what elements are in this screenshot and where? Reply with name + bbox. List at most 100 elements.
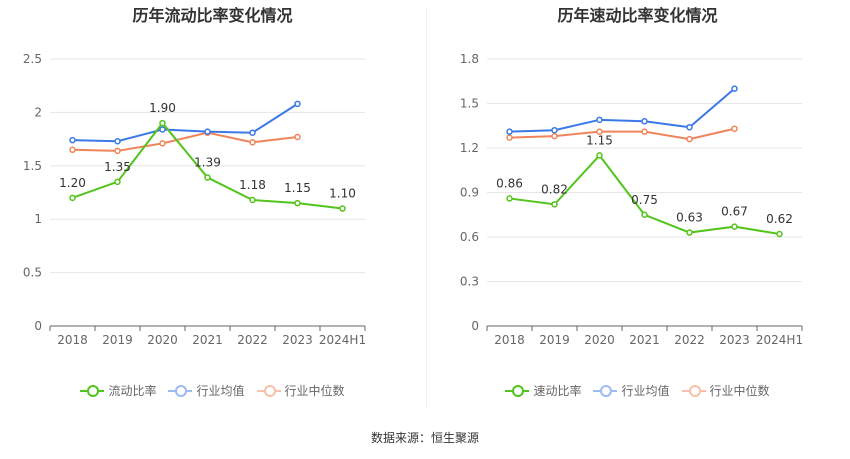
data-point bbox=[204, 174, 211, 181]
legend-label: 流动比率 bbox=[108, 384, 157, 398]
y-tick-label: 2 bbox=[34, 105, 42, 119]
series-line bbox=[509, 127, 735, 141]
data-point bbox=[506, 128, 513, 135]
y-tick-label: 1.5 bbox=[23, 159, 42, 173]
x-tick-label: 2024H1 bbox=[319, 333, 366, 347]
data-point bbox=[69, 146, 76, 154]
x-tick-label: 2022 bbox=[237, 333, 268, 347]
x-tick-label: 2020 bbox=[584, 333, 615, 347]
chart-title: 历年流动比率变化情况 bbox=[132, 6, 293, 25]
data-label: 1.20 bbox=[59, 176, 86, 190]
data-point bbox=[641, 211, 648, 218]
data-point bbox=[159, 126, 166, 133]
series-line bbox=[72, 131, 298, 152]
legend: 流动比率 行业均值 行业中位数 bbox=[0, 382, 425, 399]
y-tick-label: 0 bbox=[34, 319, 42, 333]
data-point bbox=[596, 128, 603, 135]
data-point bbox=[686, 123, 693, 131]
data-point bbox=[506, 195, 513, 202]
data-label: 1.15 bbox=[284, 181, 311, 195]
data-point bbox=[551, 132, 558, 140]
data-point bbox=[159, 140, 166, 147]
legend-item[interactable]: 行业中位数 bbox=[256, 382, 345, 399]
data-point bbox=[776, 230, 783, 238]
data-point bbox=[731, 125, 738, 132]
data-point bbox=[596, 152, 603, 159]
y-tick-label: 0 bbox=[471, 319, 479, 333]
legend-item[interactable]: 流动比率 bbox=[80, 382, 156, 399]
x-tick-label: 2018 bbox=[57, 333, 88, 347]
panel-divider bbox=[426, 8, 427, 408]
data-label: 1.15 bbox=[586, 133, 613, 147]
current-ratio-chart: 0 0.5 1 1.5 2 2.5 2018 2019 2020 2021 2022 2023 2024… bbox=[23, 52, 366, 347]
data-label: 1.10 bbox=[329, 187, 356, 201]
data-point bbox=[596, 116, 603, 124]
data-point bbox=[551, 126, 558, 134]
legend: 速动比率 行业均值 行业中位数 bbox=[425, 382, 850, 399]
data-point bbox=[506, 134, 513, 141]
data-point bbox=[641, 118, 648, 125]
x-tick-label: 2024H1 bbox=[756, 333, 803, 347]
x-tick-label: 2019 bbox=[102, 333, 133, 347]
y-tick-label: 0.3 bbox=[460, 275, 479, 289]
legend-marker-icon bbox=[505, 384, 530, 398]
data-label: 0.62 bbox=[766, 212, 793, 226]
data-point bbox=[294, 199, 301, 207]
legend-marker-icon bbox=[80, 384, 105, 398]
data-label: 1.35 bbox=[104, 160, 131, 174]
quick-ratio-panel: 历年速动比率变化情况 0 0.3 0.6 0.9 1.2 1.5 1.8 2018 2019 20… bbox=[425, 0, 850, 420]
legend-item[interactable]: 行业均值 bbox=[593, 382, 670, 399]
data-label: 0.86 bbox=[496, 176, 523, 190]
data-point bbox=[249, 139, 256, 146]
x-tick-label: 2023 bbox=[719, 333, 750, 347]
x-tick-label: 2021 bbox=[192, 333, 223, 347]
quick-ratio-chart: 0 0.3 0.6 0.9 1.2 1.5 1.8 2018 2019 2020 2021 2022 2… bbox=[460, 52, 803, 347]
chart-title: 历年速动比率变化情况 bbox=[557, 6, 718, 25]
legend-marker-icon bbox=[681, 384, 706, 398]
data-point bbox=[69, 136, 76, 144]
x-tick-label: 2021 bbox=[629, 333, 660, 347]
data-source: 数据来源：恒生聚源 bbox=[370, 431, 479, 445]
legend-item[interactable]: 行业中位数 bbox=[681, 382, 770, 399]
data-label: 1.90 bbox=[149, 101, 176, 115]
data-point bbox=[686, 229, 693, 236]
legend-item[interactable]: 行业均值 bbox=[168, 382, 245, 399]
data-point bbox=[159, 119, 166, 127]
x-tick-label: 2019 bbox=[539, 333, 570, 347]
data-label: 0.75 bbox=[631, 193, 658, 207]
series-line bbox=[72, 103, 299, 143]
legend-label: 行业均值 bbox=[621, 384, 670, 398]
data-label: 1.18 bbox=[239, 178, 266, 192]
legend-label: 行业中位数 bbox=[284, 384, 345, 398]
data-point bbox=[249, 129, 256, 136]
y-tick-label: 0.5 bbox=[23, 266, 42, 280]
data-label: 0.82 bbox=[541, 182, 568, 196]
data-point bbox=[69, 194, 76, 202]
legend-marker-icon bbox=[593, 384, 618, 398]
data-point bbox=[114, 137, 121, 145]
legend-label: 速动比率 bbox=[533, 384, 582, 398]
data-label: 0.63 bbox=[676, 211, 703, 225]
current-ratio-panel: 历年流动比率变化情况 0 0.5 1 1.5 2 2.5 2018 2019 2020 2021 2… bbox=[0, 0, 425, 420]
legend-marker-icon bbox=[168, 384, 193, 398]
data-point bbox=[294, 100, 301, 108]
data-point bbox=[641, 128, 648, 135]
x-tick-label: 2023 bbox=[282, 333, 313, 347]
x-tick-label: 2022 bbox=[674, 333, 705, 347]
data-point bbox=[686, 135, 693, 143]
data-point bbox=[339, 205, 346, 212]
y-tick-label: 1.8 bbox=[460, 52, 479, 66]
data-point bbox=[731, 223, 738, 230]
data-point bbox=[249, 196, 256, 204]
series-line bbox=[509, 87, 736, 133]
legend-marker-icon bbox=[256, 384, 281, 398]
legend-item[interactable]: 速动比率 bbox=[505, 382, 581, 399]
data-point bbox=[731, 85, 738, 92]
legend-label: 行业中位数 bbox=[709, 384, 770, 398]
x-tick-label: 2018 bbox=[494, 333, 525, 347]
data-point bbox=[114, 147, 121, 155]
data-point bbox=[204, 128, 211, 135]
data-point bbox=[551, 201, 558, 208]
x-tick-label: 2020 bbox=[147, 333, 178, 347]
y-tick-label: 0.9 bbox=[460, 186, 479, 200]
